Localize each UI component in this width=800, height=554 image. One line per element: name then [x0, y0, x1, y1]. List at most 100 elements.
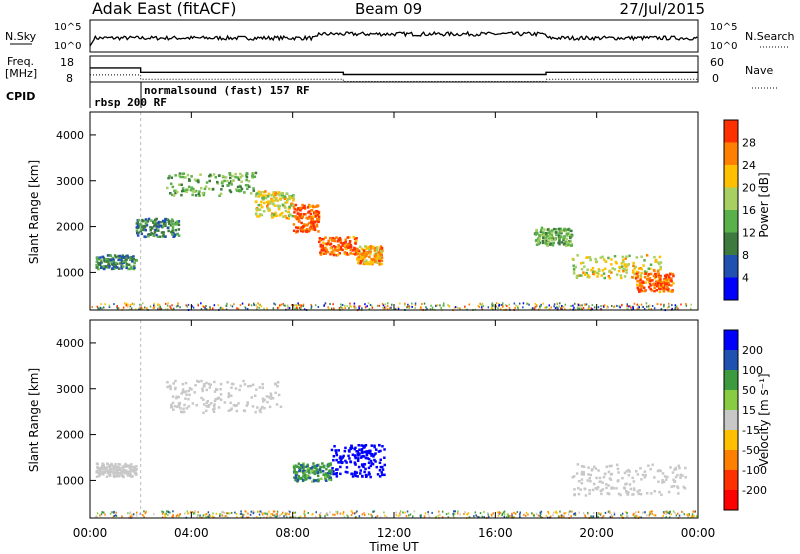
velocity-cell — [357, 444, 360, 447]
power-cell — [281, 211, 284, 215]
power-cell — [267, 201, 270, 204]
power-cell — [277, 207, 281, 211]
velocity-cell — [344, 470, 348, 474]
power-cell — [540, 234, 543, 237]
power-cell — [588, 304, 590, 307]
velocity-cell — [373, 510, 376, 513]
power-cell — [247, 179, 251, 183]
power-cell — [248, 303, 250, 306]
velocity-cell — [452, 514, 455, 517]
power-cell — [325, 243, 329, 247]
velocity-cell — [276, 510, 279, 513]
power-cell — [171, 308, 173, 311]
power-cell — [406, 306, 409, 308]
power-cell — [378, 262, 381, 265]
velocity-cell — [335, 451, 338, 455]
velocity-cell — [669, 466, 672, 469]
ytick-label: 1000 — [56, 266, 84, 279]
power-cell — [340, 303, 342, 306]
power-cell — [362, 262, 366, 266]
velocity-cell — [174, 379, 177, 383]
velocity-cell — [603, 472, 607, 475]
velocity-cell — [626, 516, 629, 519]
power-cell — [588, 256, 592, 259]
power-cell — [99, 256, 102, 259]
power-cell — [150, 232, 153, 235]
power-cell — [588, 275, 591, 279]
power-cell — [140, 306, 143, 309]
power-cell — [167, 229, 170, 233]
velocity-cell — [176, 514, 179, 517]
velocity-cell — [663, 512, 665, 515]
power-cell — [316, 205, 319, 208]
power-cell — [560, 307, 562, 310]
power-cell — [200, 302, 202, 305]
power-cell — [177, 228, 181, 231]
velocity-cell — [342, 454, 345, 458]
velocity-cell — [217, 406, 221, 409]
power-cell — [652, 282, 655, 286]
velocity-cell — [692, 510, 694, 513]
velocity-cell — [269, 515, 271, 518]
power-cell — [288, 205, 291, 209]
power-cell — [327, 307, 330, 310]
power-cell — [580, 268, 584, 271]
power-cell — [228, 172, 232, 175]
power-cell — [598, 269, 601, 272]
power-cell — [237, 308, 240, 310]
power-cell — [286, 197, 290, 201]
velocity-cell — [261, 383, 264, 386]
power-cell — [670, 284, 673, 287]
velocity-cell — [590, 468, 594, 471]
power-cell — [408, 305, 411, 308]
power-cell — [187, 303, 190, 306]
power-cell — [348, 236, 351, 239]
power-cell — [408, 307, 411, 309]
velocity-cell — [662, 515, 664, 517]
velocity-cell — [368, 449, 371, 453]
power-cell — [374, 259, 377, 263]
velocity-cell — [371, 515, 373, 518]
velocity-cell — [253, 511, 256, 514]
velocity-cell — [640, 478, 643, 481]
power-cell — [518, 302, 521, 305]
power-cell — [160, 307, 163, 310]
velocity-cell — [121, 465, 125, 468]
velocity-cell — [212, 512, 214, 515]
power-cell — [130, 267, 133, 270]
power-cell — [284, 206, 287, 209]
velocity-cell — [653, 476, 656, 479]
velocity-cell — [180, 392, 183, 395]
velocity-cell — [609, 516, 612, 519]
power-cell — [208, 174, 211, 178]
power-cell — [181, 172, 185, 175]
power-cell — [153, 224, 156, 228]
velocity-cell — [563, 512, 565, 515]
power-cell — [619, 306, 621, 309]
power-cell — [572, 267, 576, 271]
power-cell — [567, 243, 570, 246]
power-cell — [387, 302, 389, 305]
velocity-cell — [523, 513, 525, 516]
power-cell — [125, 304, 127, 307]
power-cell — [574, 265, 577, 269]
power-cell — [294, 307, 296, 310]
velocity-cell — [113, 471, 117, 475]
power-cell — [300, 212, 303, 216]
power-cell — [308, 228, 312, 232]
velocity-cell — [324, 515, 326, 518]
velocity-cell — [330, 472, 333, 476]
power-cell — [659, 276, 662, 279]
velocity-cell — [320, 465, 323, 469]
power-cell — [136, 234, 140, 237]
velocity-cell — [354, 446, 357, 450]
power-cell — [292, 195, 295, 198]
velocity-cell — [259, 407, 263, 410]
velocity-cell — [188, 393, 191, 397]
velocity-cell — [577, 486, 580, 490]
velocity-cell — [121, 515, 123, 518]
power-cell — [205, 305, 207, 307]
power-cell — [255, 212, 258, 215]
power-cell — [170, 230, 173, 234]
velocity-cell — [223, 511, 225, 514]
